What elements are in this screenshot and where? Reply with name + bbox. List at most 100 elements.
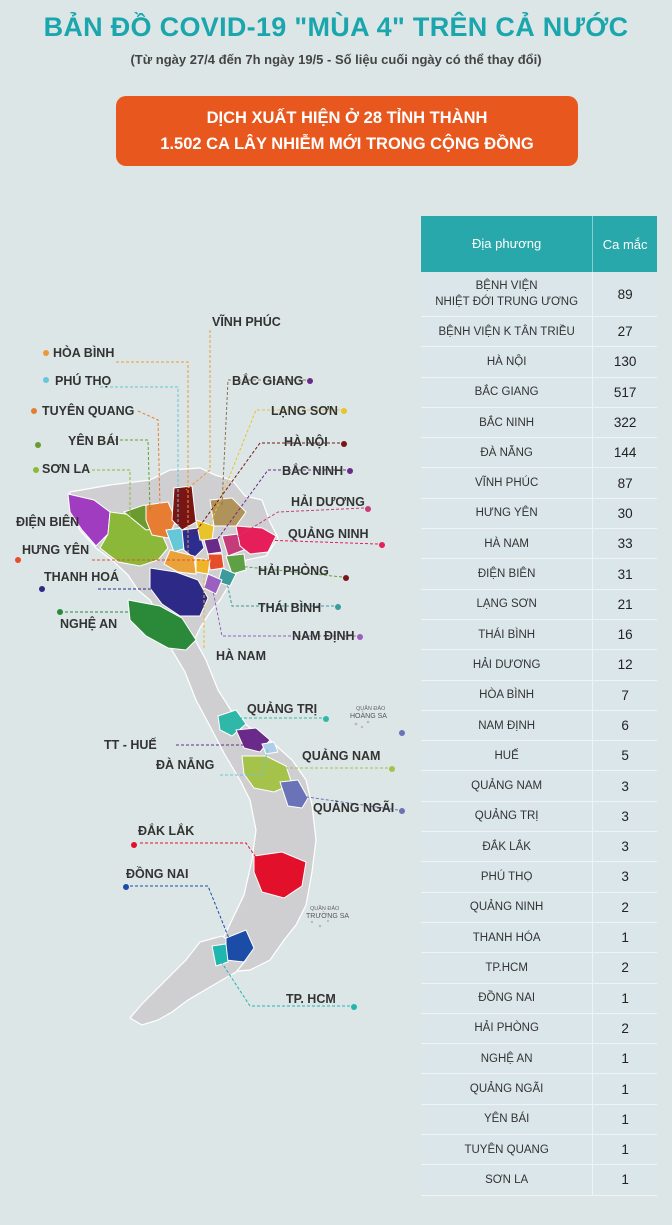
cases-cell: 33 — [617, 536, 633, 552]
cases-cell: 1 — [621, 1172, 629, 1188]
location-cell: BỆNH VIỆN NHIỆT ĐỚI TRUNG ƯƠNG — [421, 272, 594, 316]
leader-ha-noi — [193, 442, 340, 535]
table-row: HÀ NỘI 130 — [421, 347, 657, 378]
table-row: LẠNG SƠN 21 — [421, 589, 657, 620]
label-tuyen-quang: TUYÊN QUANG — [42, 403, 134, 418]
cases-cell: 3 — [621, 839, 629, 855]
table-row: HUẾ 5 — [421, 741, 657, 772]
cases-cell: 6 — [621, 718, 629, 733]
map-bac-ninh — [203, 537, 223, 555]
location-name: BỆNH VIỆN — [475, 280, 538, 292]
map-nam-dinh — [203, 573, 223, 595]
table-row: THÁI BÌNH 16 — [421, 619, 657, 651]
leader-dots — [15, 350, 405, 1010]
map-da-nang — [261, 741, 279, 755]
table-row: HƯNG YÊN 30 — [421, 498, 657, 530]
location-cell: HÀ NỘI — [421, 347, 594, 377]
label-quang-ngai: QUẢNG NGÃI — [313, 800, 394, 815]
cases-cell: 1 — [621, 930, 629, 946]
leader-bac-giang — [221, 379, 306, 506]
location-cell: THANH HÓA — [421, 922, 594, 953]
label-quang-nam: QUẢNG NAM — [302, 748, 380, 763]
cases-cell: 130 — [613, 354, 637, 370]
table-row: ĐỒNG NAI 1 — [421, 983, 657, 1014]
location-cell: BẮC GIANG — [421, 377, 594, 407]
leader-son-la — [92, 469, 131, 520]
table-row: ĐẮK LẮK 3 — [421, 832, 657, 863]
label-truong-sa-1: QUẦN ĐẢO — [310, 905, 340, 912]
location-cell: VĨNH PHÚC — [421, 468, 594, 498]
table-row: HÒA BÌNH 7 — [421, 680, 657, 711]
label-quang-tri: QUẢNG TRỊ — [247, 701, 317, 716]
leader-hai-duong — [231, 507, 365, 541]
label-son-la: SƠN LA — [42, 462, 90, 476]
cases-cell: 1 — [621, 1081, 629, 1097]
label-hai-duong: HẢI DƯƠNG — [291, 494, 365, 509]
cases-cell: 2 — [621, 1020, 629, 1036]
label-hoang-sa-1: QUẦN ĐẢO — [356, 705, 386, 712]
location-cell: ĐẮK LẮK — [421, 832, 594, 862]
table-row: QUẢNG NGÃI 1 — [421, 1074, 657, 1105]
cases-cell: 1 — [621, 990, 629, 1006]
label-tt-hue: TT - HUẾ — [104, 737, 157, 752]
location-cell: QUẢNG NGÃI — [421, 1074, 594, 1104]
label-bac-ninh: BẮC NINH — [282, 463, 343, 478]
truong-sa-islands — [310, 919, 330, 928]
summary-banner: DỊCH XUẤT HIỆN Ở 28 TỈNH THÀNH 1.502 CA … — [116, 96, 578, 166]
leader-nam-dinh — [211, 585, 356, 637]
map-dien-bien — [67, 493, 111, 547]
leader-dong-nai — [130, 885, 233, 947]
table-header: Địa phương Ca mắc — [421, 216, 657, 272]
header-cases: Ca mắc — [602, 236, 648, 252]
location-cell: QUẢNG NAM — [421, 771, 594, 801]
cases-cell: 3 — [621, 869, 629, 885]
table-row: TUYÊN QUANG 1 — [421, 1135, 657, 1166]
location-cell: NGHỆ AN — [421, 1044, 594, 1074]
label-nam-dinh: NAM ĐỊNH — [292, 629, 355, 643]
location-cell: BỆNH VIỆN K TÂN TRIỀU — [421, 317, 594, 347]
leader-hai-phong — [237, 565, 343, 578]
cases-cell: 27 — [617, 324, 633, 340]
table-row: SƠN LA 1 — [421, 1165, 657, 1196]
leader-tuyen-quang — [137, 410, 161, 509]
map-tp-hcm — [211, 943, 229, 967]
table-row: QUẢNG NINH 2 — [421, 892, 657, 923]
table-row: PHÚ THỌ 3 — [421, 862, 657, 893]
banner-line-cases: 1.502 CA LÂY NHIỄM MỚI TRONG CỘNG ĐỒNG — [160, 135, 534, 153]
label-ha-nam: HÀ NAM — [216, 648, 266, 663]
leader-quang-ninh — [261, 539, 379, 545]
cases-cell: 2 — [621, 899, 629, 915]
table-row: HẢI PHÒNG 2 — [421, 1013, 657, 1045]
label-yen-bai: YÊN BÁI — [68, 433, 119, 448]
location-cell: QUẢNG NINH — [421, 892, 594, 922]
leader-vinh-phuc — [185, 330, 211, 491]
cases-cell: 517 — [613, 384, 637, 400]
cases-cell: 31 — [617, 566, 633, 582]
location-cell: LẠNG SƠN — [421, 589, 594, 619]
map-thai-binh — [217, 567, 237, 587]
location-cell: HẢI PHÒNG — [421, 1013, 594, 1044]
map-tuyen-quang — [145, 501, 177, 539]
cases-cell: 1 — [621, 1142, 629, 1158]
leader-tp-hcm — [219, 959, 350, 1007]
location-cell: ĐIỆN BIÊN — [421, 559, 594, 589]
cases-cell: 89 — [617, 286, 633, 302]
table-body: BỆNH VIỆN NHIỆT ĐỚI TRUNG ƯƠNG 89 BỆNH VIỆN… — [421, 272, 657, 1196]
cases-cell: 7 — [621, 687, 629, 703]
label-dong-nai: ĐỒNG NAI — [126, 866, 189, 881]
table-row: HÀ NAM 33 — [421, 529, 657, 560]
table-row: ĐIỆN BIÊN 31 — [421, 559, 657, 590]
cases-cell: 1 — [621, 1051, 629, 1067]
table-row: THANH HÓA 1 — [421, 922, 657, 954]
table-row: NGHỆ AN 1 — [421, 1044, 657, 1075]
map-hai-phong — [225, 553, 247, 575]
location-cell: YÊN BÁI — [421, 1104, 594, 1135]
location-cell: ĐÀ NẴNG — [421, 438, 594, 468]
leader-hoa-binh — [116, 361, 189, 556]
location-cell: PHÚ THỌ — [421, 862, 594, 892]
cases-cell: 16 — [617, 627, 633, 643]
label-hoa-binh: HÒA BÌNH — [53, 345, 114, 360]
table-row: BẮC NINH 322 — [421, 407, 657, 439]
cases-cell: 87 — [617, 475, 633, 491]
location-cell: THÁI BÌNH — [421, 619, 594, 650]
